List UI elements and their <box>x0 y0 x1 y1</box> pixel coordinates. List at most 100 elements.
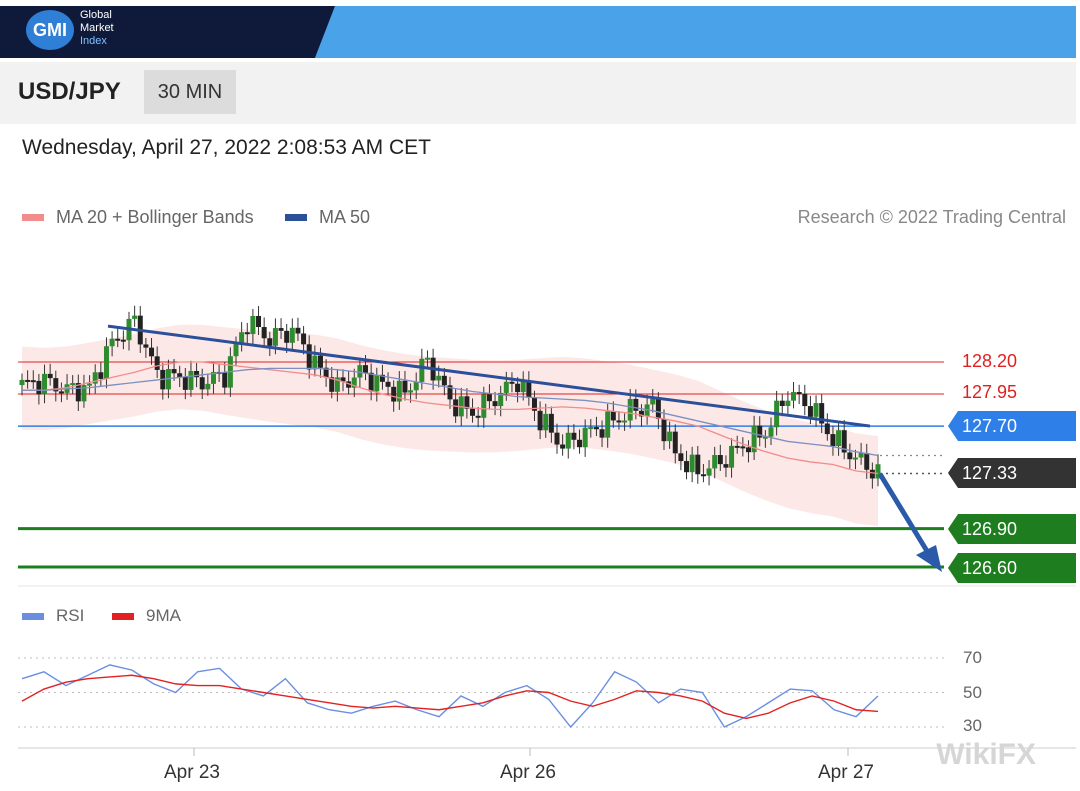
candle-body <box>599 429 605 438</box>
candle-body <box>250 315 256 335</box>
candle-body <box>588 427 594 430</box>
candle-body <box>481 394 487 418</box>
candle-body <box>408 390 414 393</box>
candle-body <box>210 371 216 384</box>
candle-body <box>346 381 352 388</box>
candle-body <box>19 379 25 386</box>
candle-body <box>650 398 656 405</box>
candle-body <box>655 398 661 419</box>
symbol-title: USD/JPY <box>18 78 121 105</box>
candle-body <box>644 404 650 417</box>
brand-line-1: Global <box>80 9 112 21</box>
candle-body <box>222 372 228 388</box>
candle-body <box>717 455 723 465</box>
candle-body <box>785 400 791 407</box>
candle-body <box>177 373 183 377</box>
candle-body <box>841 430 847 453</box>
candle-body <box>194 371 200 378</box>
x-label-apr23: Apr 23 <box>164 762 220 783</box>
level-lines <box>18 361 944 569</box>
rsi-swatch <box>22 612 44 620</box>
candle-body <box>171 369 177 374</box>
candle-body <box>830 434 836 447</box>
candle-body <box>757 425 763 438</box>
ma50-label: MA 50 <box>319 207 371 227</box>
candle-body <box>593 427 599 430</box>
candle-body <box>667 431 673 442</box>
legend-rsi: RSI <box>22 606 84 626</box>
candle-body <box>306 344 312 370</box>
rsi-panel <box>18 657 1076 756</box>
candle-body <box>695 454 701 475</box>
candle-body <box>261 327 267 339</box>
candle-body <box>779 400 785 407</box>
candle-body <box>98 372 104 379</box>
candle-body <box>374 374 380 392</box>
chart-datetime: Wednesday, April 27, 2022 2:08:53 AM CET <box>22 136 431 159</box>
candle-body <box>509 381 515 384</box>
candle-body <box>858 453 864 458</box>
forecast-arrow-shaft <box>877 472 933 558</box>
candle-body <box>486 394 492 402</box>
candle-body <box>363 365 369 373</box>
candle-body <box>689 454 695 473</box>
candle-body <box>802 393 808 407</box>
candle-body <box>357 365 363 378</box>
moving-averages <box>22 361 879 475</box>
candle-body <box>498 392 504 407</box>
brand-line-3: Index <box>80 35 107 47</box>
candle-body <box>154 356 160 370</box>
candle-body <box>441 375 447 386</box>
ma20-swatch <box>22 214 44 221</box>
candle-body <box>875 464 881 479</box>
candle-body <box>813 403 819 417</box>
candle-body <box>109 338 115 347</box>
candle-body <box>503 381 509 393</box>
candle-body <box>244 332 250 335</box>
candle-body <box>329 377 335 392</box>
candle-body <box>627 398 633 421</box>
candle-body <box>515 383 521 393</box>
candle-body <box>53 378 59 392</box>
candle-body <box>267 338 273 346</box>
candle-body <box>554 432 560 445</box>
legend-ma50: MA 50 <box>285 207 370 228</box>
candle-body <box>272 328 278 346</box>
ma20-line <box>22 361 879 475</box>
candle-body <box>661 418 667 442</box>
candle-body <box>605 411 611 438</box>
candle-body <box>30 380 36 383</box>
candle-body <box>75 383 81 402</box>
candle-body <box>396 380 402 402</box>
candle-body <box>571 432 577 440</box>
candle-body <box>42 373 48 395</box>
candle-body <box>729 445 735 468</box>
gmi-logo[interactable]: GMI <box>26 10 74 50</box>
resistance-2-label: 128.20 <box>962 351 1018 371</box>
candle-body <box>256 315 262 328</box>
candle-body <box>791 392 797 401</box>
candle-body <box>824 423 830 435</box>
candle-body <box>796 392 802 395</box>
ma50-line <box>22 367 879 457</box>
candle-body <box>323 367 329 378</box>
candle-body <box>807 406 813 417</box>
candle-body <box>768 427 774 437</box>
candle-body <box>385 381 391 387</box>
candle-body <box>447 385 453 400</box>
candle-body <box>633 398 639 411</box>
candle-body <box>475 415 481 418</box>
candle-body <box>188 371 194 390</box>
candle-body <box>565 432 571 449</box>
candle-body <box>103 346 109 379</box>
candlesticks <box>19 305 881 489</box>
candle-body <box>25 379 31 382</box>
candle-body <box>239 332 245 345</box>
candle-body <box>577 439 583 448</box>
timeframe-button[interactable]: 30 MIN <box>144 70 236 114</box>
candle-body <box>402 380 408 393</box>
candle-body <box>334 377 340 392</box>
candle-body <box>762 436 768 439</box>
candle-body <box>531 397 537 411</box>
